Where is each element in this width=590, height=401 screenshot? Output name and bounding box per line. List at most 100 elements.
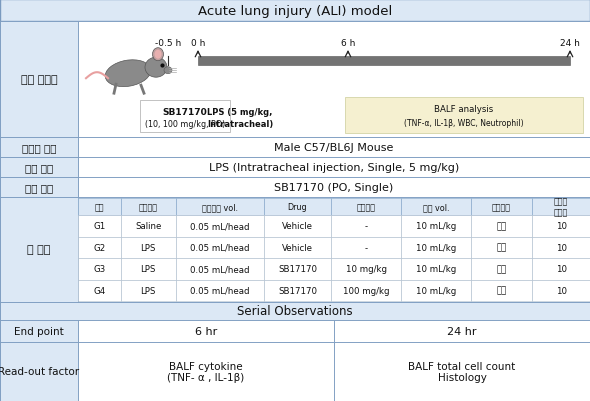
Text: 24 hr: 24 hr (447, 326, 477, 336)
Text: 마우스
마릿수: 마우스 마릿수 (554, 197, 568, 217)
Text: 기도투여: 기도투여 (139, 203, 158, 211)
Bar (331, 237, 401, 258)
Bar (264, 215, 331, 237)
Text: 10: 10 (556, 286, 566, 295)
Text: 0.05 mL/head: 0.05 mL/head (190, 286, 250, 295)
Bar (334, 342, 590, 401)
Bar (532, 258, 590, 280)
Text: LPS (5 mg/kg,: LPS (5 mg/kg, (207, 107, 273, 116)
Text: 유발 물질: 유발 물질 (25, 162, 53, 172)
Bar (0, 178, 78, 198)
Bar (78, 198, 590, 302)
Text: 100 mg/kg: 100 mg/kg (343, 286, 389, 295)
Bar (0, 0, 590, 22)
Bar (121, 280, 175, 301)
Text: 0 h: 0 h (191, 38, 205, 47)
Bar (140, 101, 230, 133)
Text: 투여 물질: 투여 물질 (25, 182, 53, 192)
Text: 0.05 mL/head: 0.05 mL/head (190, 222, 250, 231)
Bar (345, 98, 583, 134)
Bar (78, 258, 121, 280)
Text: 마우스 종류: 마우스 종류 (22, 143, 56, 153)
Bar (401, 237, 471, 258)
Text: 0.05 mL/head: 0.05 mL/head (190, 265, 250, 273)
Text: 시험 디자인: 시험 디자인 (21, 75, 57, 85)
Bar (78, 178, 590, 198)
Text: 경구: 경구 (497, 222, 507, 231)
Bar (264, 280, 331, 301)
Bar (78, 158, 590, 178)
Text: 경구: 경구 (497, 265, 507, 273)
Ellipse shape (155, 51, 162, 60)
Bar (78, 342, 334, 401)
Bar (532, 280, 590, 301)
Bar (401, 198, 471, 215)
Bar (401, 215, 471, 237)
Bar (78, 237, 121, 258)
Bar (331, 280, 401, 301)
Text: 군 구성: 군 구성 (27, 245, 51, 255)
Text: BALF total cell count
Histology: BALF total cell count Histology (408, 361, 516, 382)
Bar (471, 280, 532, 301)
Text: (10, 100 mg/kg, PO): (10, 100 mg/kg, PO) (145, 119, 225, 128)
Bar (78, 138, 590, 158)
Bar (198, 57, 570, 66)
Text: BALF cytokine
(TNF- α , IL-1β): BALF cytokine (TNF- α , IL-1β) (168, 361, 245, 382)
Text: -: - (365, 243, 368, 252)
Text: Acute lung injury (ALI) model: Acute lung injury (ALI) model (198, 4, 392, 18)
Text: 10: 10 (556, 243, 566, 252)
Bar (471, 198, 532, 215)
Text: LPS: LPS (140, 243, 156, 252)
Bar (175, 258, 264, 280)
Bar (0, 158, 78, 178)
Text: 투여경로: 투여경로 (492, 203, 511, 211)
Bar (78, 198, 121, 215)
Text: LPS: LPS (140, 265, 156, 273)
Bar (401, 258, 471, 280)
Text: LPS: LPS (140, 286, 156, 295)
Text: G1: G1 (93, 222, 106, 231)
Bar (0, 320, 78, 342)
Bar (175, 237, 264, 258)
Ellipse shape (105, 61, 151, 87)
Text: Vehicle: Vehicle (282, 222, 313, 231)
Text: Intratracheal): Intratracheal) (207, 119, 273, 128)
Text: 6 hr: 6 hr (195, 326, 217, 336)
Bar (0, 342, 78, 401)
Bar (78, 22, 590, 138)
Text: (TNF-α, IL-1β, WBC, Neutrophil): (TNF-α, IL-1β, WBC, Neutrophil) (404, 118, 524, 128)
Text: -0.5 h: -0.5 h (155, 38, 181, 47)
Text: 투여 vol.: 투여 vol. (423, 203, 450, 211)
Text: 10: 10 (556, 222, 566, 231)
Bar (331, 215, 401, 237)
Bar (264, 258, 331, 280)
Bar (471, 237, 532, 258)
Text: -: - (365, 222, 368, 231)
Ellipse shape (152, 49, 163, 61)
Bar (401, 280, 471, 301)
Bar (331, 258, 401, 280)
Bar (78, 215, 121, 237)
Bar (532, 215, 590, 237)
Text: Male C57/BL6J Mouse: Male C57/BL6J Mouse (274, 143, 394, 153)
Ellipse shape (145, 58, 167, 78)
Text: G2: G2 (93, 243, 106, 252)
Text: 0.05 mL/head: 0.05 mL/head (190, 243, 250, 252)
Bar (0, 302, 590, 320)
Text: 10: 10 (556, 265, 566, 273)
Text: G4: G4 (93, 286, 106, 295)
Text: 10 mL/kg: 10 mL/kg (416, 265, 456, 273)
Text: Drug: Drug (287, 203, 307, 211)
Bar (175, 198, 264, 215)
Bar (121, 215, 175, 237)
Text: SB17170: SB17170 (278, 286, 317, 295)
Bar (121, 237, 175, 258)
Bar (78, 280, 121, 301)
Bar (532, 237, 590, 258)
Text: 6 h: 6 h (341, 38, 355, 47)
Text: SB17170: SB17170 (163, 107, 207, 116)
Text: 기도투여 vol.: 기도투여 vol. (202, 203, 238, 211)
Text: Saline: Saline (135, 222, 161, 231)
Bar (471, 215, 532, 237)
Text: End point: End point (14, 326, 64, 336)
